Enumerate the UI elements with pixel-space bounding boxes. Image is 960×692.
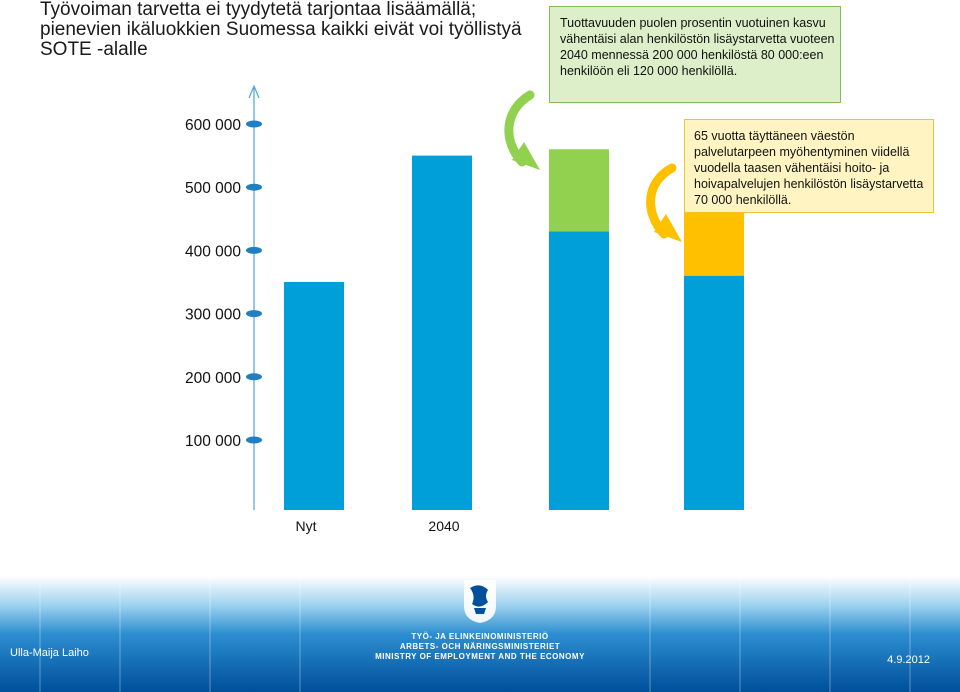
y-tick-label: 400 000 bbox=[185, 243, 241, 260]
y-tick-marker bbox=[246, 310, 262, 318]
y-tick-label: 500 000 bbox=[185, 180, 241, 197]
bar-segment bbox=[549, 149, 609, 232]
x-category-label: Nyt bbox=[296, 518, 317, 534]
x-category-label: 2040 bbox=[428, 518, 459, 534]
y-tick-marker bbox=[246, 436, 262, 444]
y-tick-marker bbox=[246, 373, 262, 381]
ministry-name: TYÖ- JA ELINKEINOMINISTERIÖ ARBETS- OCH … bbox=[330, 632, 630, 662]
y-tick-marker bbox=[246, 120, 262, 128]
green-curved-arrow-icon bbox=[504, 90, 540, 170]
ministry-name-en: MINISTRY OF EMPLOYMENT AND THE ECONOMY bbox=[375, 652, 585, 661]
workforce-chart: 100 000 200 000 300 000 400 000 500 000 600 0… bbox=[185, 84, 744, 534]
bar-segment bbox=[549, 231, 609, 510]
chart-bars bbox=[284, 149, 744, 510]
ministry-name-fi: TYÖ- JA ELINKEINOMINISTERIÖ bbox=[411, 632, 549, 641]
bar-segment bbox=[684, 212, 744, 276]
y-tick-label: 600 000 bbox=[185, 117, 241, 134]
y-tick-label: 300 000 bbox=[185, 307, 241, 324]
y-tick-marker bbox=[246, 246, 262, 254]
slide-title: Työvoiman tarvetta ei tyydytetä tarjonta… bbox=[40, 0, 522, 60]
bar-segment bbox=[412, 155, 472, 510]
yellow-curved-arrow-icon bbox=[646, 163, 682, 242]
service-need-callout: 65 vuotta täyttäneen väestön palvelutarp… bbox=[684, 119, 934, 213]
productivity-callout: Tuottavuuden puolen prosentin vuotuinen … bbox=[549, 6, 841, 103]
presentation-date: 4.9.2012 bbox=[887, 654, 930, 666]
ministry-name-sv: ARBETS- OCH NÄRINGSMINISTERIET bbox=[399, 642, 561, 651]
chart-axis bbox=[246, 84, 262, 510]
lion-emblem-icon bbox=[464, 580, 496, 623]
y-tick-marker bbox=[246, 183, 262, 191]
y-tick-label: 200 000 bbox=[185, 370, 241, 387]
author-name: Ulla-Maija Laiho bbox=[10, 647, 89, 659]
productivity-callout-text: Tuottavuuden puolen prosentin vuotuinen … bbox=[560, 16, 835, 78]
bar-segment bbox=[284, 282, 344, 510]
chart-labels: 100 000 200 000 300 000 400 000 500 000 600 0… bbox=[185, 117, 460, 534]
y-tick-label: 100 000 bbox=[185, 433, 241, 450]
bar-segment bbox=[684, 275, 744, 510]
y-axis-arrow-icon bbox=[248, 84, 260, 99]
service-need-callout-text: 65 vuotta täyttäneen väestön palvelutarp… bbox=[694, 129, 924, 207]
